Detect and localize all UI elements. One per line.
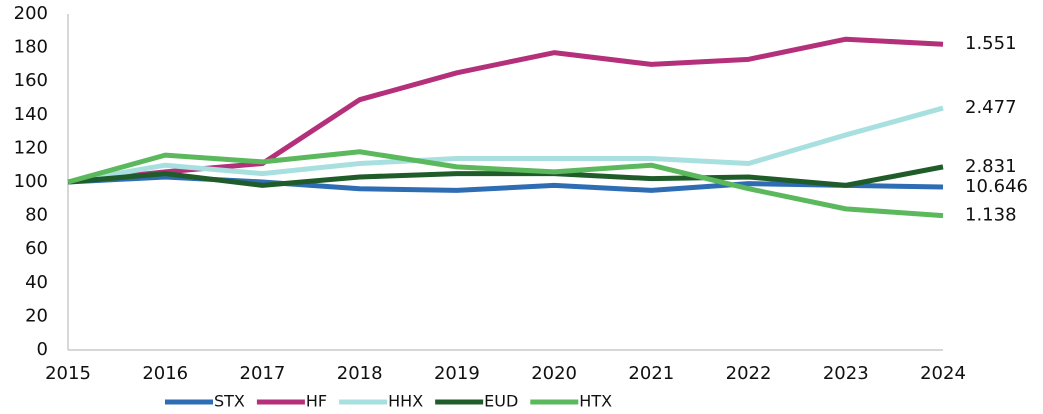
legend-label: EUD [484, 392, 518, 411]
y-tick-label: 60 [25, 238, 48, 259]
x-tick-label: 2015 [45, 363, 91, 384]
series-line [67, 164, 944, 188]
legend-label: HHX [388, 392, 423, 411]
end-label: 1.138 [965, 205, 1017, 226]
x-tick-label: 2018 [337, 363, 383, 384]
series-line [67, 149, 944, 219]
x-tick-label: 2019 [434, 363, 480, 384]
legend-label: HF [306, 392, 327, 411]
x-tick-label: 2023 [823, 363, 869, 384]
x-tick-label: 2020 [531, 363, 577, 384]
y-tick-label: 200 [14, 3, 48, 24]
y-tick-label: 180 [14, 37, 48, 58]
y-tick-label: 100 [14, 171, 48, 192]
end-label: 2.477 [965, 97, 1017, 118]
legend-label: STX [214, 392, 245, 411]
series-line [67, 105, 944, 185]
x-tick-label: 2017 [240, 363, 286, 384]
end-label: 10.646 [965, 176, 1028, 197]
y-tick-label: 40 [25, 272, 48, 293]
x-tick-label: 2022 [726, 363, 772, 384]
y-tick-label: 20 [25, 305, 48, 326]
legend-label: HTX [579, 392, 612, 411]
y-tick-label: 160 [14, 70, 48, 91]
y-tick-label: 80 [25, 205, 48, 226]
x-tick-label: 2024 [920, 363, 966, 384]
x-tick-label: 2016 [142, 363, 188, 384]
end-label: 1.551 [965, 33, 1017, 54]
y-tick-label: 0 [37, 339, 48, 360]
y-tick-label: 120 [14, 137, 48, 158]
x-tick-label: 2021 [628, 363, 674, 384]
end-label: 2.831 [965, 156, 1017, 177]
y-tick-label: 140 [14, 104, 48, 125]
